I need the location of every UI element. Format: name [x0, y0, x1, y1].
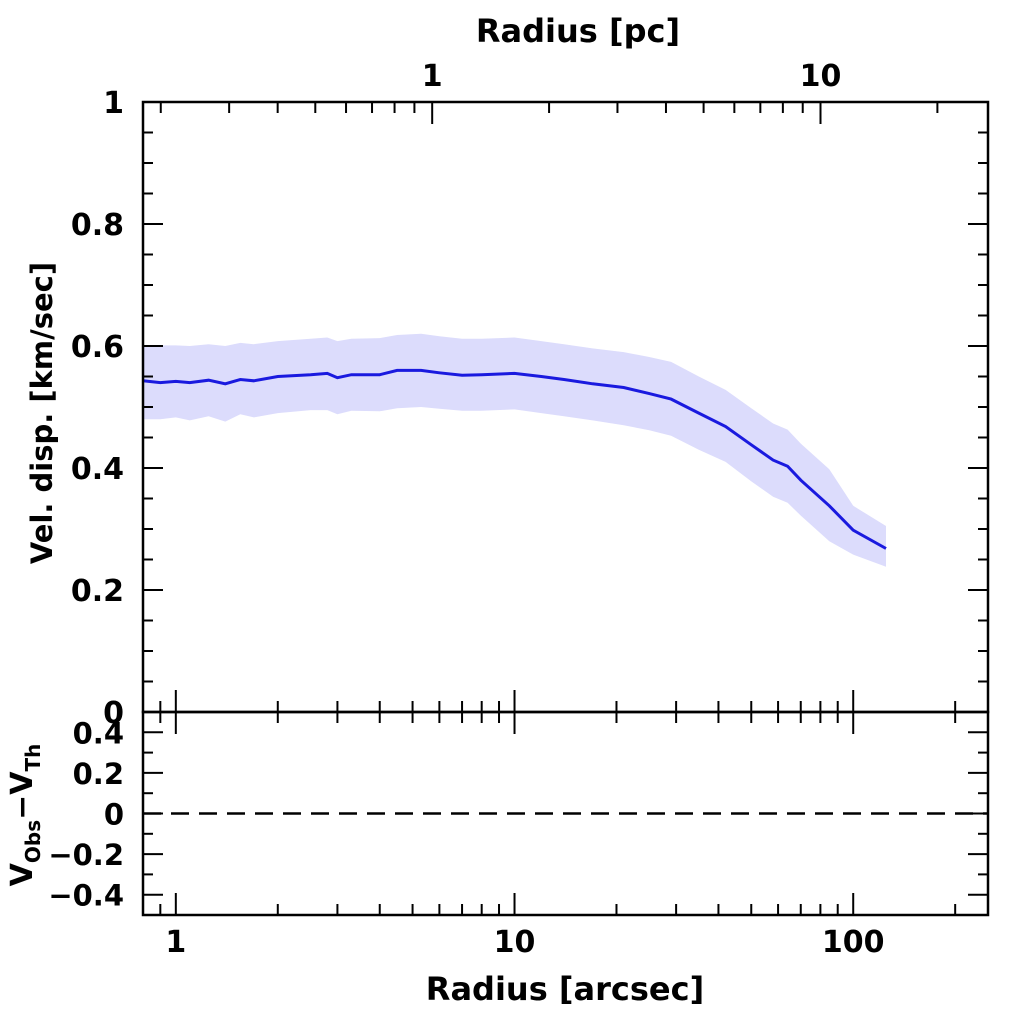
- x-axis-title-bottom: Radius [arcsec]: [426, 970, 704, 1008]
- main-y-tick-label: 1: [103, 86, 124, 121]
- top-x-tick-label: 10: [800, 59, 842, 94]
- res-y-tick-label: 0.2: [73, 757, 124, 791]
- tick-labels: 0 0.2 0.4 0.6 0.8 1 1 10 100 1 10 0.4 0.2 0 −0.2 −0.4: [48, 59, 884, 960]
- bottom-x-tick-label: 10: [494, 925, 536, 960]
- res-y-tick-label: −0.2: [48, 838, 124, 872]
- main-y-tick-label: 0.6: [71, 330, 124, 365]
- bottom-x-tick-label: 1: [165, 925, 186, 960]
- res-y-tick-label: −0.4: [48, 879, 124, 913]
- dispersion-uncertainty-band: [143, 333, 886, 567]
- residual-panel: [141, 710, 990, 917]
- residual-axis-ticks: [142, 711, 988, 916]
- residual-panel-frame: [141, 710, 990, 917]
- dispersion-curve: [142, 368, 887, 550]
- residual-ylabel-sep: −V: [5, 771, 40, 820]
- top-x-tick-label: 1: [422, 59, 443, 94]
- residual-ylabel-sub2: Th: [21, 744, 45, 772]
- main-y-tick-label: 0.4: [71, 452, 124, 487]
- main-y-tick-label: 0: [103, 696, 124, 731]
- y-axis-title-main: Vel. disp. [km/sec]: [25, 262, 59, 564]
- res-y-tick-label: 0: [104, 798, 124, 832]
- main-panel: [141, 100, 990, 714]
- main-y-tick-label: 0.8: [71, 208, 124, 243]
- residual-ylabel-sub1: Obs: [21, 820, 45, 863]
- residual-ylabel-v1: V: [5, 862, 40, 886]
- x-axis-title-top: Radius [pc]: [476, 12, 680, 50]
- main-axis-ticks: [142, 101, 988, 713]
- y-axis-title-residual: VObs−VTh: [5, 744, 45, 887]
- main-y-tick-label: 0.2: [71, 574, 124, 609]
- res-y-tick-label: 0.4: [73, 716, 124, 750]
- bottom-x-tick-label: 100: [822, 925, 885, 960]
